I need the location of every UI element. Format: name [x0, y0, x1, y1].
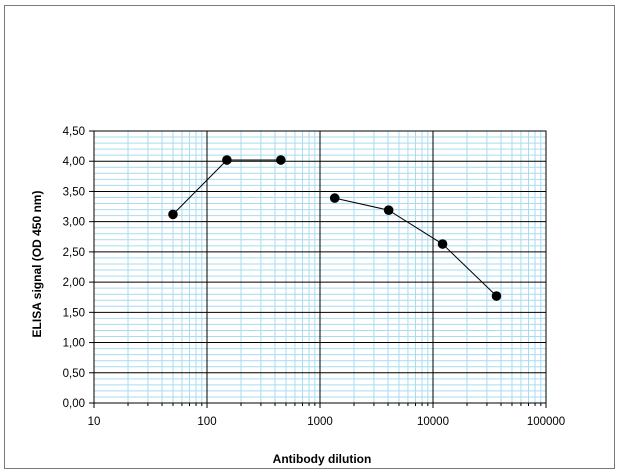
data-point: [491, 291, 502, 301]
axes: [89, 130, 547, 408]
tick-labels: 0,00 0,50 1,00 1,50 2,00 2,50 3,00 3,50 4,00 4,50…: [63, 126, 566, 428]
y-tick-label: 0,00: [63, 398, 85, 410]
y-tick-label: 4,50: [63, 126, 85, 138]
y-tick-label: 0,50: [63, 368, 85, 380]
grid: [94, 130, 546, 403]
x-tick-label: 10: [88, 416, 101, 428]
y-tick-label: 1,00: [63, 338, 85, 350]
data-point: [168, 209, 178, 220]
y-tick-label: 3,50: [63, 186, 85, 198]
y-tick-label: 2,00: [63, 277, 85, 289]
x-tick-label: 100000: [527, 416, 565, 428]
x-axis-title: Antibody dilution: [273, 452, 372, 466]
y-tick-label: 1,50: [63, 307, 85, 319]
x-tick-label: 1000: [307, 416, 333, 428]
data-point: [329, 193, 340, 203]
data-point: [276, 155, 286, 165]
y-tick-label: 4,00: [63, 156, 85, 168]
series-line: [334, 197, 497, 297]
data-point: [437, 239, 448, 249]
y-tick-label: 2,50: [63, 247, 85, 259]
data-point: [383, 205, 394, 215]
y-tick-label: 3,00: [63, 217, 85, 229]
data-series: [168, 155, 502, 301]
data-point: [222, 155, 232, 165]
x-tick-label: 100: [197, 416, 216, 428]
x-tick-label: 10000: [417, 416, 449, 428]
y-axis-title: ELISA signal (OD 450 nm): [30, 191, 44, 338]
